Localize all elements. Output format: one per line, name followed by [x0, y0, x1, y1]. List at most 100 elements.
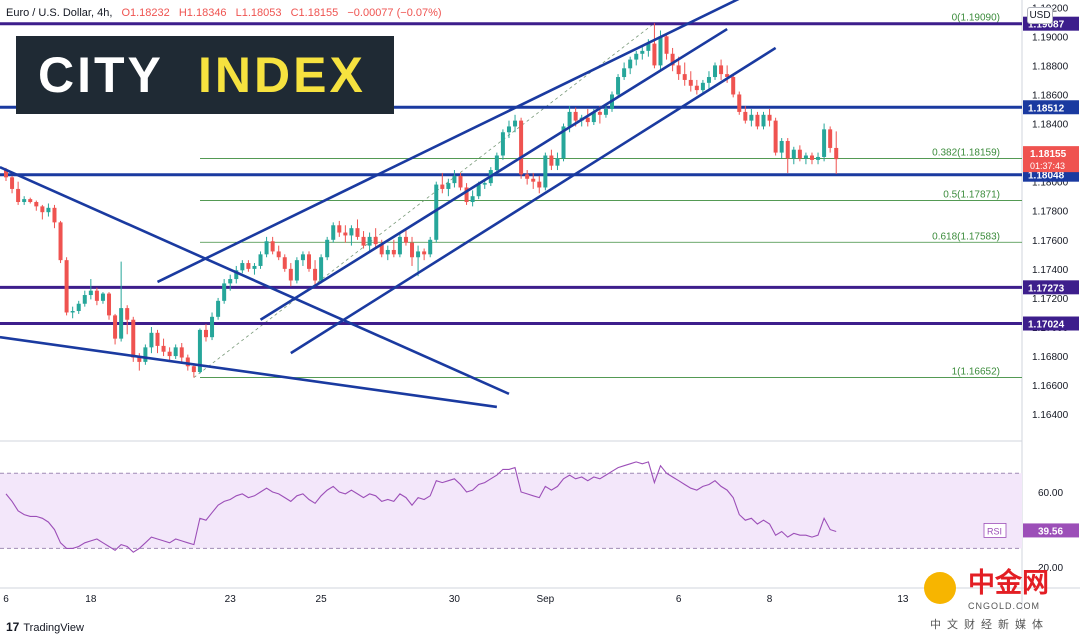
city-index-logo: CITY INDEX — [16, 36, 394, 114]
candle-body — [10, 177, 15, 189]
candle-body — [385, 249, 390, 255]
candle-body — [694, 85, 699, 91]
fib-level-label: 0(1.19090) — [952, 12, 1000, 23]
candle-body — [161, 345, 166, 352]
candle-body — [337, 225, 342, 233]
candle-body — [319, 257, 324, 281]
candle-body — [246, 263, 251, 269]
candle-body — [664, 36, 669, 54]
candle-body — [682, 74, 687, 80]
watermark-subtitle: 中文财经新媒体 — [930, 619, 1049, 631]
candle-body — [88, 290, 93, 296]
candle-body — [313, 268, 318, 281]
candle-body — [82, 295, 87, 304]
candle-body — [440, 184, 445, 189]
candle-body — [210, 316, 215, 338]
price-tick-label: 1.17800 — [1032, 207, 1069, 218]
candle-body — [119, 308, 124, 339]
candle-body — [22, 199, 27, 203]
candle-body — [113, 315, 118, 339]
candle-body — [325, 239, 330, 258]
candle-body — [652, 43, 657, 66]
candle-body — [355, 228, 360, 237]
countdown-label: 01:37:43 — [1030, 161, 1065, 171]
price-level-label: 1.18048 — [1028, 171, 1065, 182]
cngold-watermark: 中金网 CNGOLD.COM 中文财经新媒体 — [920, 568, 1070, 638]
rsi-value-box — [1023, 523, 1079, 538]
rsi-band — [0, 473, 1022, 549]
candle-body — [785, 140, 790, 159]
time-tick-label: 13 — [897, 594, 909, 605]
candle-body — [749, 114, 754, 121]
watermark-title: 中金网 — [968, 568, 1049, 598]
last-price-box — [1023, 146, 1079, 173]
candle-body — [125, 308, 130, 320]
candle-body — [4, 169, 8, 178]
candle-body — [64, 260, 69, 313]
time-tick-label: 8 — [767, 594, 773, 605]
tradingview-brand[interactable]: 17 TradingView — [6, 620, 84, 634]
candle-body — [191, 366, 196, 373]
candle-body — [767, 114, 772, 121]
candle-body — [537, 181, 542, 188]
candle-body — [422, 251, 427, 255]
time-tick-label: 6 — [676, 594, 682, 605]
candle-body — [131, 319, 136, 358]
candle-body — [500, 132, 505, 156]
candle-body — [282, 257, 287, 269]
candle-body — [228, 279, 233, 284]
candle-body — [52, 207, 57, 223]
watermark-url: CNGOLD.COM — [968, 601, 1041, 611]
candle-body — [706, 77, 711, 83]
candle-body — [264, 241, 269, 255]
candle-body — [616, 77, 621, 95]
fib-diagonal — [193, 22, 655, 378]
price-tick-label: 1.16600 — [1032, 381, 1069, 392]
trendline — [156, 0, 740, 284]
candle-body — [203, 329, 208, 338]
candle-body — [349, 228, 354, 236]
currency-button[interactable]: USD — [1027, 7, 1053, 24]
price-tick-label: 1.18800 — [1032, 61, 1069, 72]
candle-body — [494, 155, 499, 171]
trendline — [0, 165, 510, 396]
price-tick-label: 1.18400 — [1032, 120, 1069, 131]
candle-body — [585, 117, 590, 123]
candle-body — [822, 129, 827, 157]
candle-body — [573, 111, 578, 121]
candle-body — [731, 77, 736, 95]
candle-body — [446, 183, 451, 189]
candle-body — [252, 265, 257, 269]
candle-body — [458, 175, 463, 188]
candle-body — [688, 79, 693, 86]
candle-body — [670, 53, 675, 66]
candle-body — [197, 329, 202, 373]
candle-body — [331, 225, 336, 240]
price-tick-label: 1.17600 — [1032, 236, 1069, 247]
price-level-label: 1.18512 — [1028, 103, 1065, 114]
candle-body — [476, 184, 481, 197]
cngold-logo-icon — [924, 572, 956, 604]
price-label-box — [1023, 316, 1079, 331]
tradingview-label: TradingView — [23, 622, 84, 634]
time-tick-label: 25 — [316, 594, 328, 605]
last-price-label: 1.18155 — [1030, 149, 1067, 160]
candle-body — [452, 175, 457, 184]
candle-body — [809, 155, 814, 160]
rsi-tick-label: 60.00 — [1038, 488, 1063, 499]
candle-body — [428, 239, 433, 255]
candle-body — [470, 196, 475, 203]
price-tick-label: 1.19000 — [1032, 32, 1069, 43]
candle-body — [761, 114, 766, 127]
candle-body — [149, 332, 154, 348]
candle-body — [367, 236, 372, 246]
candle-body — [240, 263, 245, 271]
candle-body — [397, 236, 402, 255]
symbol-title[interactable]: Euro / U.S. Dollar, 4h, — [6, 7, 113, 19]
candle-body — [743, 111, 748, 121]
price-level-label: 1.19087 — [1028, 20, 1065, 31]
candle-body — [288, 268, 293, 281]
time-tick-label: 6 — [3, 594, 9, 605]
time-tick-label: 30 — [449, 594, 461, 605]
